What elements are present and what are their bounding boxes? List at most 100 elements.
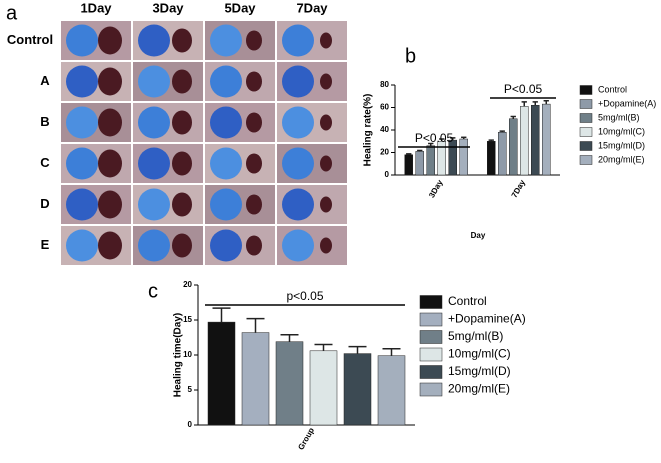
wound [98, 231, 122, 260]
bar [531, 105, 540, 176]
column-label: 1Day [80, 0, 112, 15]
wound [246, 30, 262, 51]
plate [210, 65, 242, 98]
y-tick-label: 0 [188, 420, 193, 429]
annotation: P<0.05 [504, 82, 543, 96]
error-bar [417, 149, 423, 152]
wound [172, 110, 192, 135]
wound [246, 235, 262, 256]
plate [66, 147, 98, 180]
row-label: A [40, 73, 50, 88]
plate [66, 188, 98, 221]
column-label: 3Day [152, 0, 184, 15]
x-axis-label: Day [471, 231, 486, 240]
bar [415, 151, 424, 176]
annotation: P<0.05 [415, 131, 454, 145]
row-label: D [40, 196, 49, 211]
legend-label: Control [598, 84, 627, 94]
wound [172, 28, 192, 53]
error-bar [280, 333, 299, 342]
error-bar [348, 345, 367, 354]
legend-swatch [419, 312, 443, 327]
legend-label: 5mg/ml(B) [598, 112, 640, 122]
panel-label: b [405, 45, 416, 67]
legend-swatch [419, 295, 443, 309]
legend-label: 20mg/ml(E) [598, 154, 645, 164]
error-bar [246, 317, 265, 333]
error-bar [314, 343, 333, 351]
plate [282, 147, 314, 180]
error-bar [450, 137, 456, 141]
plate [138, 65, 170, 98]
legend-label: 5mg/ml(B) [448, 329, 503, 343]
wound [320, 32, 332, 49]
wound [98, 108, 122, 137]
plate [138, 188, 170, 221]
bar [509, 118, 518, 176]
legend-swatch [579, 99, 593, 109]
legend-swatch [579, 113, 593, 123]
wound [246, 153, 262, 174]
row-label: C [40, 155, 50, 170]
bar [426, 145, 435, 176]
legend-label: 15mg/ml(D) [598, 140, 645, 150]
bar [241, 332, 270, 426]
error-bar [488, 139, 494, 142]
plate [282, 24, 314, 57]
bar [487, 141, 496, 176]
bar [377, 355, 406, 426]
plate [138, 24, 170, 57]
y-axis-label: Healing time(Day) [173, 313, 184, 397]
wound [320, 73, 332, 90]
panel-label: c [148, 280, 158, 302]
error-bar [532, 101, 538, 106]
legend-swatch [579, 141, 593, 151]
error-bar [212, 307, 231, 323]
error-bar [499, 130, 505, 133]
plate [66, 106, 98, 139]
wound [172, 151, 192, 176]
wound [172, 192, 192, 217]
plate [210, 147, 242, 180]
legend-swatch [419, 347, 443, 362]
plate [210, 24, 242, 57]
plate [66, 24, 98, 57]
bar [275, 341, 304, 426]
y-tick-label: 60 [380, 103, 389, 112]
legend-label: Control [448, 294, 487, 308]
plate [66, 229, 98, 262]
wound [172, 233, 192, 258]
y-axis-label: Healing rate(%) [363, 94, 374, 167]
bar [343, 353, 372, 426]
bar [542, 103, 551, 176]
error-bar [461, 136, 467, 139]
plate [138, 229, 170, 262]
error-bar [439, 138, 445, 142]
row-label: E [41, 237, 50, 252]
bar [309, 350, 338, 426]
legend-swatch [579, 155, 593, 165]
wound [172, 69, 192, 94]
legend-swatch [419, 382, 443, 397]
plate [138, 147, 170, 180]
legend-swatch [579, 127, 593, 137]
plate [138, 106, 170, 139]
error-bar [428, 142, 434, 146]
y-tick-label: 5 [188, 385, 193, 394]
column-label: 7Day [296, 0, 328, 15]
error-bar [521, 101, 527, 107]
wound [320, 237, 332, 254]
wound [98, 149, 122, 178]
plate [210, 229, 242, 262]
y-tick-label: 20 [380, 148, 389, 157]
legend-swatch [419, 365, 443, 379]
legend-label: +Dopamine(A) [598, 98, 656, 108]
legend-label: 20mg/ml(E) [448, 382, 510, 396]
y-tick-label: 80 [380, 80, 389, 89]
bar [404, 154, 413, 176]
row-label: Control [7, 32, 53, 47]
column-label: 5Day [224, 0, 256, 15]
plate [282, 65, 314, 98]
plate [282, 229, 314, 262]
wound [98, 190, 122, 219]
